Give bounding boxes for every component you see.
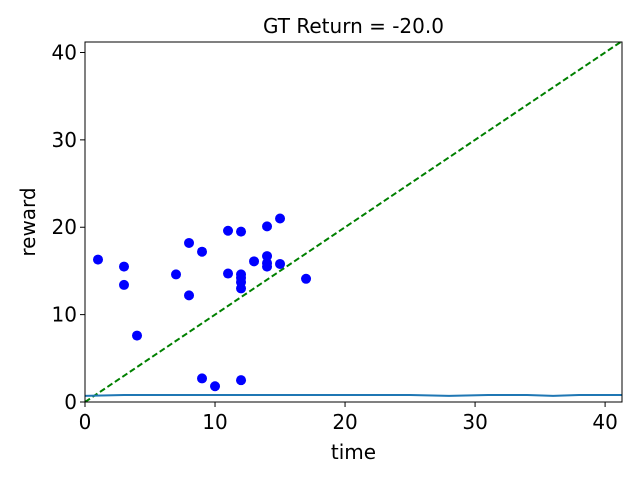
reference-line (85, 42, 622, 402)
chart-title: GT Return = -20.0 (263, 14, 444, 38)
y-tick-label-10: 10 (52, 303, 77, 327)
scatter-point-8 (197, 373, 208, 384)
axes-frame (84, 41, 623, 403)
scatter-point-16 (236, 283, 247, 294)
x-axis-label: time (331, 440, 376, 464)
y-tick-label-20: 20 (52, 215, 77, 239)
y-axis-label: reward (16, 187, 40, 256)
x-tick-label-20: 20 (332, 410, 357, 434)
plot-area (85, 42, 622, 402)
scatter-point-22 (262, 261, 273, 272)
y-tick-label-0: 0 (64, 390, 77, 414)
scatter-point-0 (93, 254, 104, 265)
series-line (85, 394, 622, 397)
scatter-point-6 (184, 290, 195, 301)
x-tick-label-0: 0 (79, 410, 92, 434)
scatter-point-17 (236, 375, 247, 386)
x-tick-label-10: 10 (202, 410, 227, 434)
y-tick-label-40: 40 (52, 40, 77, 64)
scatter-point-9 (210, 381, 221, 392)
scatter-point-25 (301, 273, 312, 284)
scatter-point-18 (249, 256, 260, 267)
scatter-point-23 (275, 213, 286, 224)
scatter-point-24 (275, 258, 286, 269)
scatter-point-10 (223, 225, 234, 236)
scatter-point-12 (236, 226, 247, 237)
scatter-point-4 (171, 269, 182, 280)
scatter-point-1 (119, 261, 130, 272)
scatter-point-7 (197, 246, 208, 257)
scatter-point-20 (262, 251, 273, 262)
scatter-point-19 (262, 221, 273, 232)
y-tick-label-30: 30 (52, 128, 77, 152)
scatter-point-2 (119, 279, 130, 290)
x-tick-label-30: 30 (462, 410, 487, 434)
scatter-point-11 (223, 268, 234, 279)
axes: 0 10 20 30 40 0 10 20 30 40 (52, 40, 623, 434)
scatter-point-5 (184, 237, 195, 248)
x-tick-label-40: 40 (592, 410, 617, 434)
scatter-point-3 (132, 330, 143, 341)
